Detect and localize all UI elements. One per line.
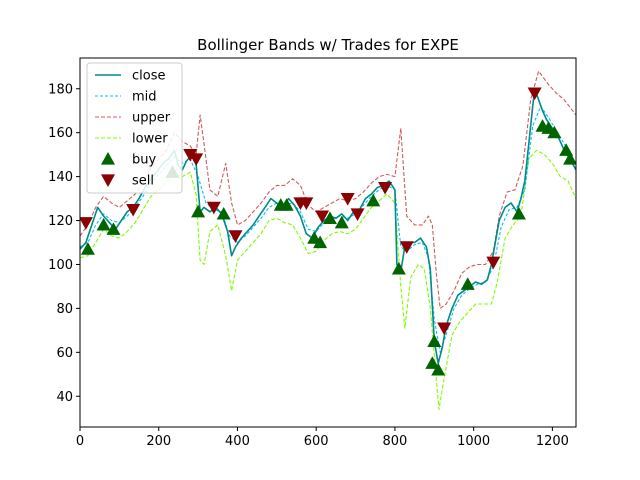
sell-marker bbox=[340, 192, 355, 206]
buy-marker bbox=[334, 215, 349, 229]
sell-marker bbox=[206, 201, 221, 215]
y-tick-label: 120 bbox=[48, 214, 73, 229]
sell-marker bbox=[126, 203, 141, 217]
sell-marker bbox=[399, 241, 414, 254]
series-line-upper bbox=[80, 70, 576, 309]
legend-marker-sell bbox=[101, 174, 115, 187]
legend-label-buy: buy bbox=[132, 153, 156, 168]
x-tick-label: 600 bbox=[304, 434, 329, 449]
sell-marker bbox=[189, 153, 204, 167]
y-tick-label: 80 bbox=[56, 302, 73, 317]
legend-marker-buy bbox=[101, 152, 115, 165]
buy-marker bbox=[563, 152, 576, 165]
buy-marker bbox=[96, 217, 111, 231]
buy-marker bbox=[322, 211, 337, 224]
chart-title: Bollinger Bands w/ Trades for EXPE bbox=[197, 36, 459, 54]
x-tick-label: 800 bbox=[383, 434, 408, 449]
y-tick-label: 60 bbox=[56, 346, 73, 361]
legend: close mid upper lower buy sell bbox=[86, 62, 183, 194]
legend-label-lower: lower bbox=[132, 132, 168, 147]
sell-marker bbox=[378, 181, 393, 195]
x-tick-label: 400 bbox=[225, 434, 250, 449]
y-tick-label: 160 bbox=[48, 126, 73, 141]
buy-marker bbox=[427, 334, 442, 347]
x-tick-label: 0 bbox=[76, 434, 84, 449]
y-tick-label: 180 bbox=[48, 82, 73, 97]
sell-marker bbox=[228, 230, 243, 243]
axes-frame bbox=[79, 57, 577, 428]
buy-marker bbox=[366, 193, 381, 207]
buy-marker bbox=[547, 125, 562, 139]
legend-label-upper: upper bbox=[132, 111, 171, 126]
y-tick-label: 140 bbox=[48, 170, 73, 185]
y-tick-label: 40 bbox=[56, 390, 73, 405]
legend-label-close: close bbox=[132, 69, 165, 84]
buy-marker bbox=[391, 261, 406, 275]
buy-marker bbox=[279, 198, 294, 211]
buy-marker bbox=[216, 206, 231, 220]
sell-marker bbox=[299, 197, 314, 210]
sell-marker bbox=[315, 210, 330, 224]
buy-marker bbox=[511, 206, 526, 220]
sell-marker bbox=[527, 87, 542, 101]
x-tick-label: 200 bbox=[146, 434, 171, 449]
legend-label-sell: sell bbox=[132, 174, 154, 189]
sell-marker bbox=[486, 256, 501, 270]
x-tick-label: 1000 bbox=[457, 434, 490, 449]
buy-marker bbox=[313, 235, 328, 249]
buy-marker bbox=[460, 277, 475, 290]
buy-marker bbox=[559, 143, 574, 156]
buy-marker bbox=[80, 242, 95, 255]
buy-marker bbox=[191, 204, 206, 218]
buy-marker bbox=[106, 222, 121, 235]
sell-marker bbox=[437, 322, 452, 336]
y-tick-label: 100 bbox=[48, 258, 73, 273]
sell-marker bbox=[80, 217, 93, 230]
buy-marker bbox=[425, 356, 440, 369]
buy-marker bbox=[431, 362, 446, 376]
legend-label-mid: mid bbox=[132, 90, 157, 105]
x-tick-label: 1200 bbox=[536, 434, 569, 449]
sell-marker bbox=[350, 208, 365, 221]
axes: 0 200 400 600 800 1000 1200 40 60 80 100 120 140 160 1… bbox=[48, 57, 577, 449]
